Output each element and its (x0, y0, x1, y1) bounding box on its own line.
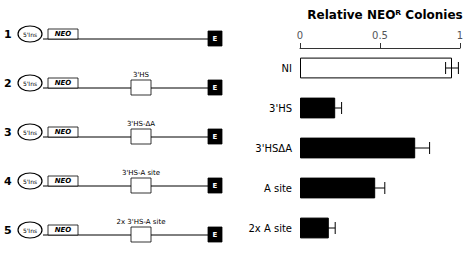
svg-text:NEO: NEO (55, 226, 72, 234)
svg-text:3'HS-ΔA: 3'HS-ΔA (127, 120, 155, 128)
svg-text:3'HSΔA: 3'HSΔA (255, 143, 292, 154)
svg-text:Relative NEOᴿ Colonies: Relative NEOᴿ Colonies (307, 8, 462, 22)
svg-text:5'Ins: 5'Ins (23, 178, 37, 185)
svg-text:3'HS: 3'HS (269, 103, 292, 114)
svg-text:E: E (213, 231, 218, 239)
svg-text:2: 2 (4, 77, 12, 90)
svg-text:2x A site: 2x A site (248, 223, 292, 234)
svg-text:NEO: NEO (55, 79, 72, 87)
svg-text:3'HS: 3'HS (133, 71, 150, 79)
svg-text:E: E (213, 182, 218, 190)
svg-text:0: 0 (297, 30, 303, 41)
svg-text:5'Ins: 5'Ins (23, 80, 37, 87)
svg-text:A site: A site (264, 183, 292, 194)
svg-text:0.5: 0.5 (372, 30, 388, 41)
svg-text:NEO: NEO (55, 30, 72, 38)
svg-text:E: E (213, 133, 218, 141)
svg-text:5: 5 (4, 224, 12, 237)
svg-text:E: E (213, 84, 218, 92)
svg-text:5'Ins: 5'Ins (23, 31, 37, 38)
svg-text:3'HS-A site: 3'HS-A site (122, 169, 160, 177)
svg-text:2x 3'HS-A site: 2x 3'HS-A site (117, 218, 166, 226)
svg-text:E: E (213, 35, 218, 43)
svg-text:4: 4 (4, 175, 12, 188)
svg-text:3: 3 (4, 126, 12, 139)
svg-text:1: 1 (457, 30, 463, 41)
svg-text:NEO: NEO (55, 128, 72, 136)
svg-text:5'Ins: 5'Ins (23, 129, 37, 136)
svg-text:NI: NI (282, 63, 292, 74)
svg-text:5'Ins: 5'Ins (23, 227, 37, 234)
svg-text:1: 1 (4, 28, 12, 41)
svg-text:NEO: NEO (55, 177, 72, 185)
